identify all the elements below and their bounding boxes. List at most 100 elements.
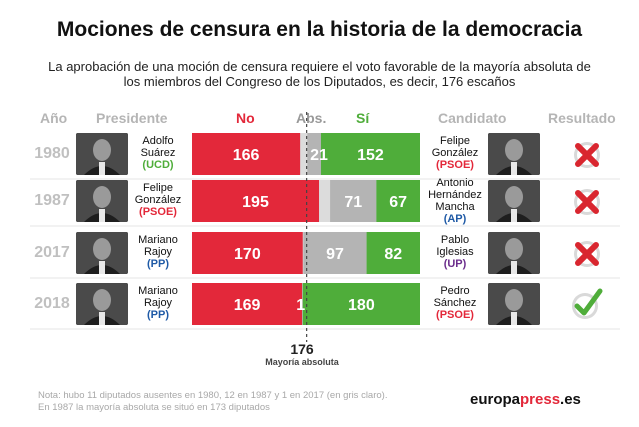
candidate-portrait-icon: [488, 180, 540, 222]
candidate-name-line: Pablo: [440, 234, 470, 246]
header-president: Presidente: [96, 110, 168, 126]
candidate-photo-1987: [488, 180, 540, 222]
candidate-name-line: Pedro: [440, 285, 470, 297]
header-si: Sí: [356, 110, 370, 126]
president-photo-2018: [76, 283, 128, 325]
result-2018: [567, 284, 607, 324]
brand-main: europa: [470, 391, 521, 408]
year-1980: 1980: [34, 145, 70, 162]
president-name-line: González: [134, 194, 182, 206]
majority-marker: 176 Mayoría absoluta: [252, 341, 352, 367]
chart-subtitle: La aprobación de una moción de censura r…: [48, 59, 591, 89]
president-party: (UCD): [142, 159, 174, 171]
year-1987: 1987: [34, 192, 70, 209]
president-photo-1980: [76, 133, 128, 175]
candidate-name-2017: Pablo Iglesias (UP): [424, 234, 486, 270]
pass-icon: [572, 288, 603, 319]
candidate-photo-2017: [488, 232, 540, 274]
bar-si-1980: [320, 133, 420, 175]
bar-si-2017: [366, 232, 420, 274]
president-photo-2017: [76, 232, 128, 274]
candidate-name-1987: Antonio Hernández Mancha (AP): [424, 177, 486, 225]
president-name-1980: Adolfo Suárez (UCD): [130, 135, 186, 171]
header-no: No: [236, 110, 255, 126]
label-si-2018: 180: [348, 297, 375, 314]
label-abs-1980: 21: [310, 147, 328, 164]
header-candidate: Candidato: [438, 110, 507, 126]
candidate-portrait-icon: [488, 133, 540, 175]
candidate-photo-2018: [488, 283, 540, 325]
candidate-portrait-icon: [488, 232, 540, 274]
bar-no-1987: [192, 180, 320, 222]
fail-icon: [574, 142, 600, 168]
candidate-party: (PSOE): [436, 159, 474, 171]
bar-no-2018: [192, 283, 303, 325]
result-1980: [567, 134, 607, 174]
president-name-line: Suárez: [140, 147, 176, 159]
president-name-line: Rajoy: [143, 246, 173, 258]
chart-title: Mociones de censura en la historia de la…: [56, 18, 583, 41]
label-abs-1987: 71: [344, 194, 362, 211]
president-portrait-icon: [76, 232, 128, 274]
candidate-name-line: Antonio: [436, 177, 474, 189]
bar-no-1980: [192, 133, 301, 175]
candidate-photo-1980: [488, 133, 540, 175]
footnote: Nota: hubo 11 diputados ausentes en 1980…: [38, 390, 387, 414]
president-portrait-icon: [76, 133, 128, 175]
candidate-name-2018: Pedro Sánchez (PSOE): [424, 285, 486, 321]
bar-si-1987: [376, 180, 420, 222]
candidate-party: (AP): [443, 213, 467, 225]
header-abs: Abs.: [296, 110, 327, 126]
candidate-name-line: Hernández: [428, 189, 482, 201]
label-abs-2018: 1: [296, 297, 305, 314]
label-no-2017: 170: [234, 246, 261, 263]
year-2017: 2017: [34, 244, 70, 261]
president-name-line: Adolfo: [142, 135, 174, 147]
president-photo-1987: [76, 180, 128, 222]
president-portrait-icon: [76, 283, 128, 325]
label-si-2017: 82: [384, 246, 402, 263]
president-name-line: Rajoy: [143, 297, 173, 309]
president-party: (PP): [147, 309, 169, 321]
president-portrait-icon: [76, 180, 128, 222]
candidate-name-line: Sánchez: [433, 297, 477, 309]
president-name-2017: Mariano Rajoy (PP): [130, 234, 186, 270]
bar-no-2017: [192, 232, 303, 274]
label-abs-2017: 97: [326, 246, 344, 263]
label-no-2018: 169: [234, 297, 261, 314]
candidate-name-1980: Felipe González (PSOE): [424, 135, 486, 171]
president-name-line: Mariano: [138, 234, 178, 246]
footnote-line-1: Nota: hubo 11 diputados ausentes en 1980…: [38, 390, 388, 401]
president-name-1987: Felipe González (PSOE): [130, 182, 186, 218]
label-si-1987: 67: [389, 194, 407, 211]
header-result: Resultado: [548, 110, 616, 126]
candidate-portrait-icon: [488, 283, 540, 325]
brand-suffix: .es: [560, 391, 581, 408]
header-year: Año: [40, 110, 68, 126]
president-name-line: Mariano: [138, 285, 178, 297]
label-si-1980: 152: [357, 147, 384, 164]
brand-logo[interactable]: europapress.es: [470, 391, 581, 408]
president-party: (PP): [147, 258, 169, 270]
label-no-1980: 166: [233, 147, 260, 164]
label-no-1987: 195: [242, 194, 269, 211]
bar-abs-2018: [302, 283, 303, 325]
majority-label: Mayoría absoluta: [265, 357, 339, 367]
president-party: (PSOE): [139, 206, 177, 218]
result-1987: [567, 181, 607, 221]
bar-abs-1987: [330, 180, 377, 222]
majority-value: 176: [290, 341, 314, 357]
bar-abs-1980: [307, 133, 321, 175]
fail-icon: [574, 189, 600, 215]
candidate-party: (PSOE): [436, 309, 474, 321]
bar-abs-2017: [303, 232, 367, 274]
brand-accent: press: [520, 391, 561, 408]
candidate-party: (UP): [443, 258, 467, 270]
candidate-name-line: Iglesias: [436, 246, 474, 258]
candidate-name-line: González: [431, 147, 479, 159]
candidate-name-line: Mancha: [435, 201, 475, 213]
footnote-line-2: En 1987 la mayoría absoluta se situó en …: [38, 402, 270, 413]
president-name-line: Felipe: [143, 182, 173, 194]
president-name-2018: Mariano Rajoy (PP): [130, 285, 186, 321]
